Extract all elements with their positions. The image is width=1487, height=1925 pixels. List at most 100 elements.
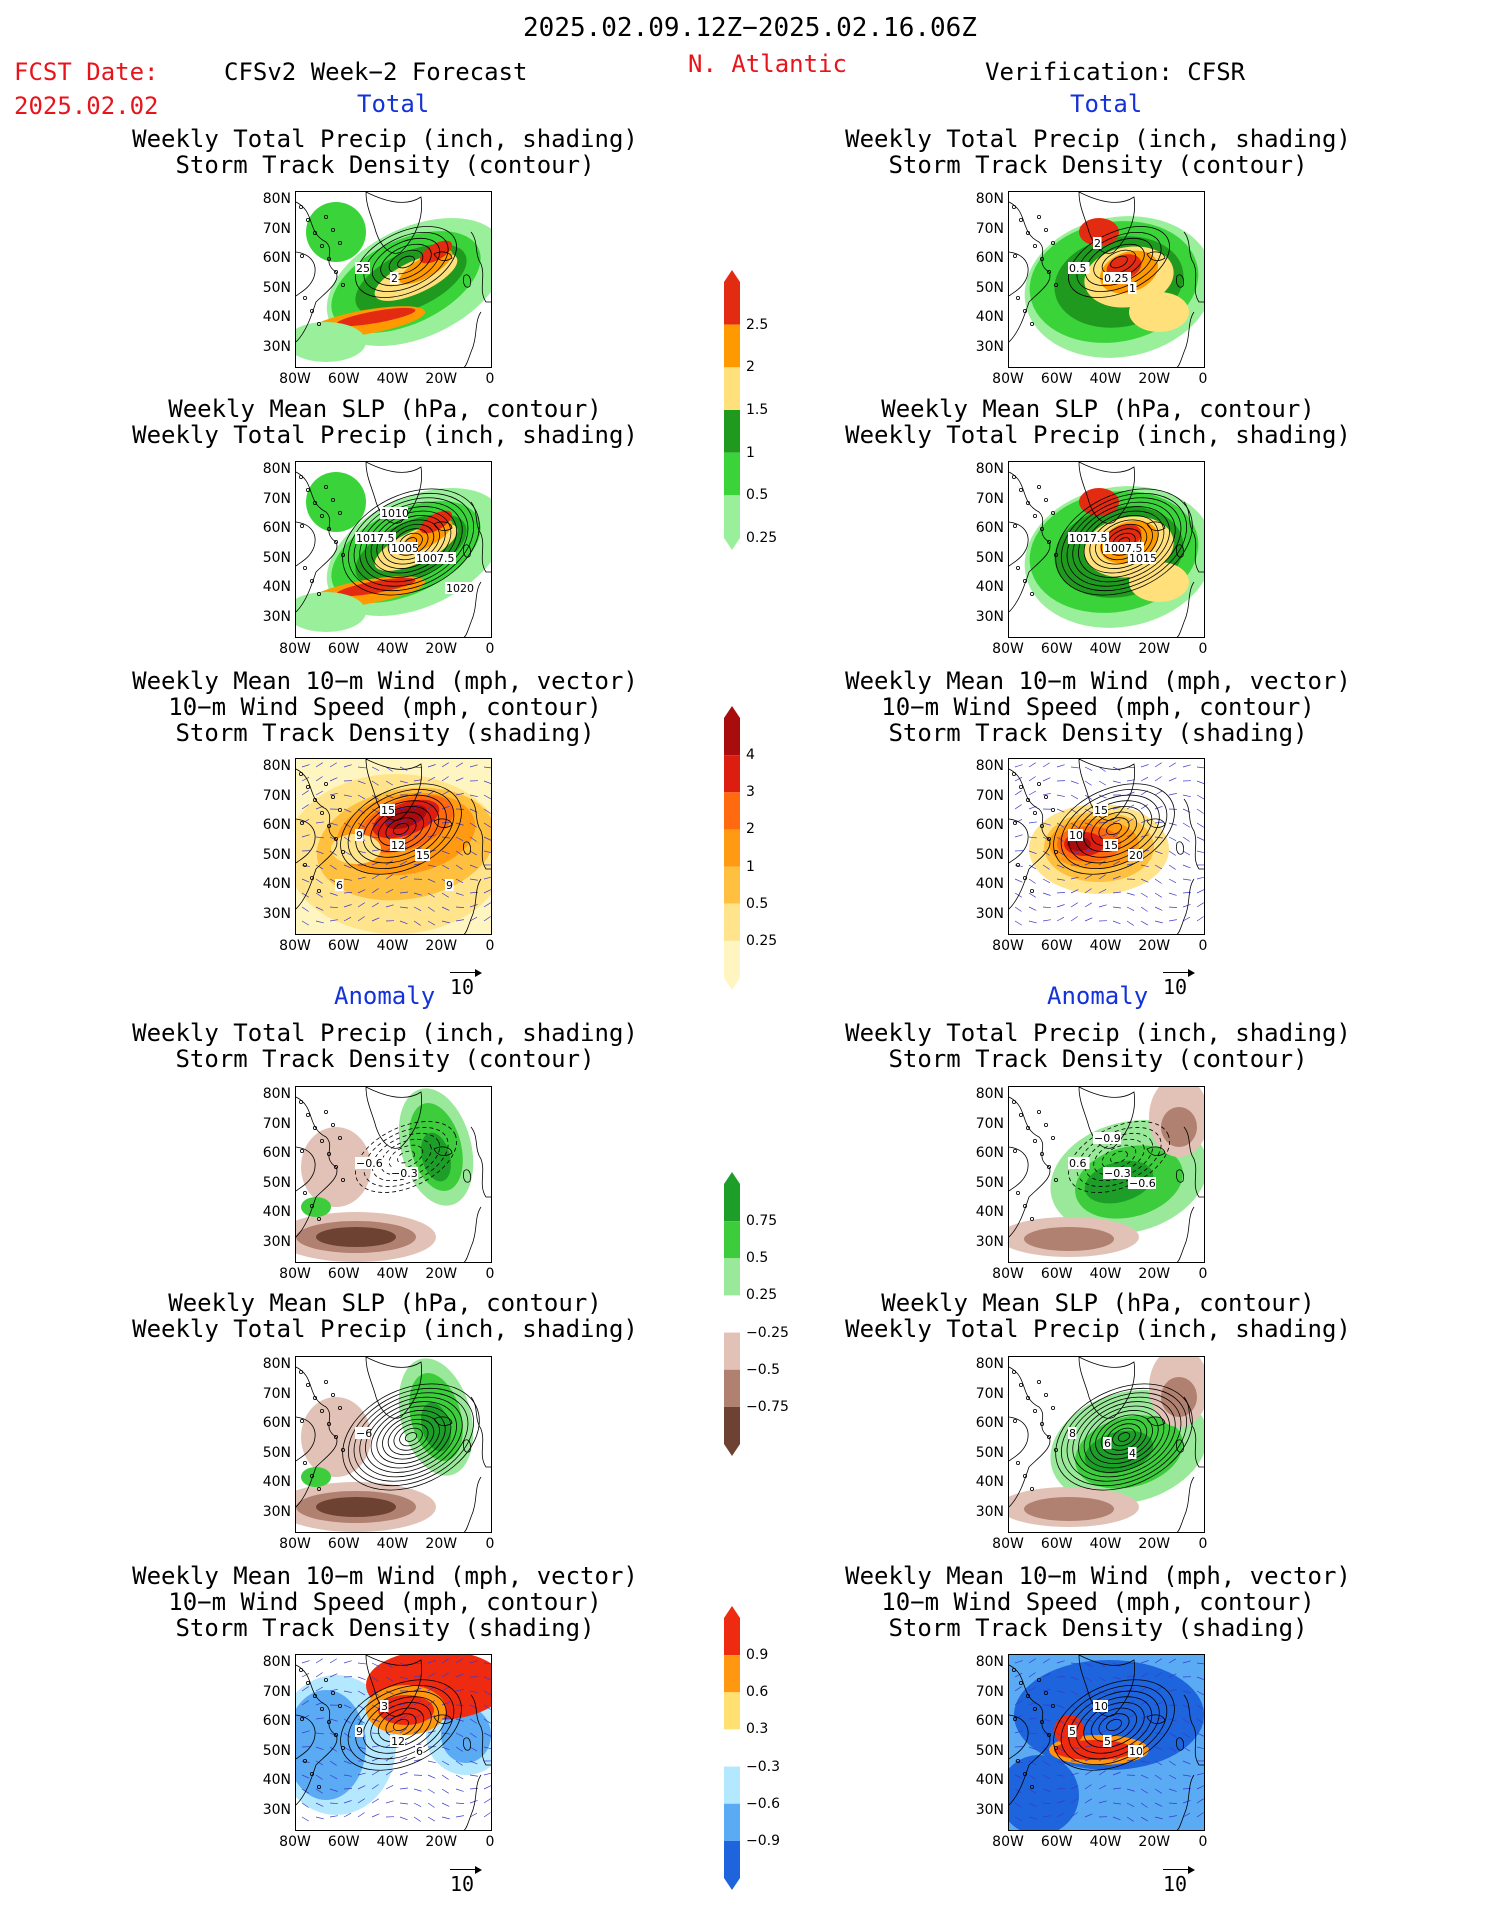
lat-tick: 40N [262, 579, 291, 595]
lat-tick: 70N [975, 220, 1004, 237]
lat-tick: 30N [262, 1801, 291, 1818]
svg-text:2: 2 [391, 272, 398, 285]
svg-text:6: 6 [1104, 1437, 1111, 1450]
lon-tick: 60W [1040, 1266, 1073, 1282]
colorbar-label: −0.3 [746, 1758, 780, 1775]
lat-tick: 30N [262, 1503, 291, 1520]
lon-tick: 40W [376, 1266, 409, 1282]
lat-tick: 70N [262, 1683, 291, 1700]
colorbar-label: 0.9 [746, 1647, 769, 1664]
lon-tick: 20W [1138, 371, 1171, 387]
lon-tick: 0 [485, 938, 495, 954]
lon-tick: 60W [327, 641, 360, 657]
map-panel-9: −6 [295, 1356, 492, 1533]
map-panel-1: 25 2 [295, 191, 492, 368]
lat-tick: 70N [975, 1115, 1004, 1132]
lat-tick: 80N [975, 1086, 1004, 1102]
svg-text:15: 15 [381, 804, 395, 817]
svg-text:1015: 1015 [1129, 552, 1157, 565]
lat-tick: 80N [975, 1654, 1004, 1670]
lat-tick: 60N [262, 817, 291, 833]
lat-tick: 30N [975, 1503, 1004, 1520]
svg-text:−0.3: −0.3 [391, 1167, 418, 1180]
svg-text:−6: −6 [356, 1427, 372, 1440]
vector-reference-left-total: 10 [450, 969, 482, 997]
lat-tick: 60N [975, 250, 1004, 266]
lat-tick: 30N [262, 338, 291, 355]
lon-tick: 80W [279, 641, 311, 657]
lat-tick: 30N [262, 608, 291, 625]
svg-text:10: 10 [1094, 1700, 1108, 1713]
lat-tick: 50N [262, 1174, 291, 1191]
lat-tick: 80N [262, 191, 291, 207]
map-panel-6: 10 15 20 15 [1008, 758, 1205, 935]
lon-tick: 80W [279, 371, 311, 387]
lat-tick: 30N [975, 338, 1004, 355]
lon-tick: 20W [425, 1834, 458, 1850]
lon-tick: 60W [327, 1834, 360, 1850]
panel-title-9: Weekly Mean SLP (hPa, contour) Weekly Tot… [132, 1289, 638, 1343]
map-panel-10: 8 6 4 [1008, 1356, 1205, 1533]
lat-tick: 60N [262, 1145, 291, 1161]
svg-text:6: 6 [336, 879, 343, 892]
svg-text:25: 25 [356, 262, 370, 275]
lon-tick: 20W [1138, 1834, 1171, 1850]
panel-title-2: Weekly Total Precip (inch, shading) Storm… [845, 125, 1351, 179]
lon-tick: 60W [1040, 371, 1073, 387]
colorbar-label: −0.6 [746, 1795, 780, 1812]
lat-tick: 80N [262, 1086, 291, 1102]
verification-title: Verification: CFSR [985, 58, 1246, 86]
panel-title-11: Weekly Mean 10−m Wind (mph, vector) 10−m … [132, 1562, 638, 1642]
panel-title-1: Weekly Total Precip (inch, shading) Storm… [132, 125, 638, 179]
lon-tick: 0 [485, 1834, 495, 1850]
lat-tick: 30N [975, 1233, 1004, 1250]
lon-tick: 20W [1138, 1266, 1171, 1282]
section-anomaly-left: Anomaly [334, 982, 436, 1010]
panel-title-7: Weekly Total Precip (inch, shading) Storm… [132, 1019, 638, 1073]
lon-tick: 0 [1198, 1536, 1208, 1552]
colorbar-track_anom [724, 1606, 740, 1890]
lon-tick: 20W [425, 938, 458, 954]
lon-tick: 20W [425, 641, 458, 657]
lat-tick: 80N [975, 1356, 1004, 1372]
lat-tick: 70N [262, 220, 291, 237]
lon-tick: 60W [1040, 641, 1073, 657]
fcst-date: 2025.02.02 [14, 92, 159, 120]
map-panel-8: 0.6 −0.3 −0.6 −0.9 [1008, 1086, 1205, 1263]
lat-tick: 70N [975, 787, 1004, 804]
lon-tick: 0 [485, 641, 495, 657]
svg-text:9: 9 [446, 879, 453, 892]
lon-tick: 80W [992, 1536, 1024, 1552]
lon-tick: 60W [1040, 938, 1073, 954]
colorbar-label: 0.3 [746, 1721, 769, 1738]
svg-text:1010: 1010 [381, 507, 409, 520]
svg-text:−0.6: −0.6 [356, 1157, 383, 1170]
lon-tick: 40W [1089, 1834, 1122, 1850]
lon-tick: 20W [1138, 1536, 1171, 1552]
svg-text:15: 15 [416, 849, 430, 862]
lat-tick: 40N [975, 579, 1004, 595]
lat-tick: 80N [262, 758, 291, 774]
colorbar-label: 1 [746, 444, 755, 461]
panel-title-8: Weekly Total Precip (inch, shading) Storm… [845, 1019, 1351, 1073]
svg-text:1005: 1005 [391, 542, 419, 555]
lon-tick: 20W [1138, 938, 1171, 954]
lat-tick: 80N [975, 758, 1004, 774]
lat-tick: 50N [975, 279, 1004, 296]
lat-tick: 40N [975, 1772, 1004, 1788]
colorbar-label: −0.75 [746, 1398, 789, 1415]
lon-tick: 60W [327, 371, 360, 387]
lat-tick: 80N [262, 461, 291, 477]
lon-tick: 80W [279, 1266, 311, 1282]
lat-tick: 50N [975, 846, 1004, 863]
lon-tick: 40W [376, 641, 409, 657]
forecast-period: 2025.02.09.12Z−2025.02.16.06Z [523, 13, 977, 43]
colorbar-label: 0.75 [746, 1213, 778, 1230]
lat-tick: 40N [975, 309, 1004, 325]
region-title: N. Atlantic [688, 50, 847, 78]
lon-tick: 60W [327, 938, 360, 954]
lon-tick: 40W [376, 938, 409, 954]
lon-tick: 80W [279, 1536, 311, 1552]
svg-text:0.25: 0.25 [1104, 272, 1129, 285]
colorbar-label: 1 [746, 858, 755, 875]
